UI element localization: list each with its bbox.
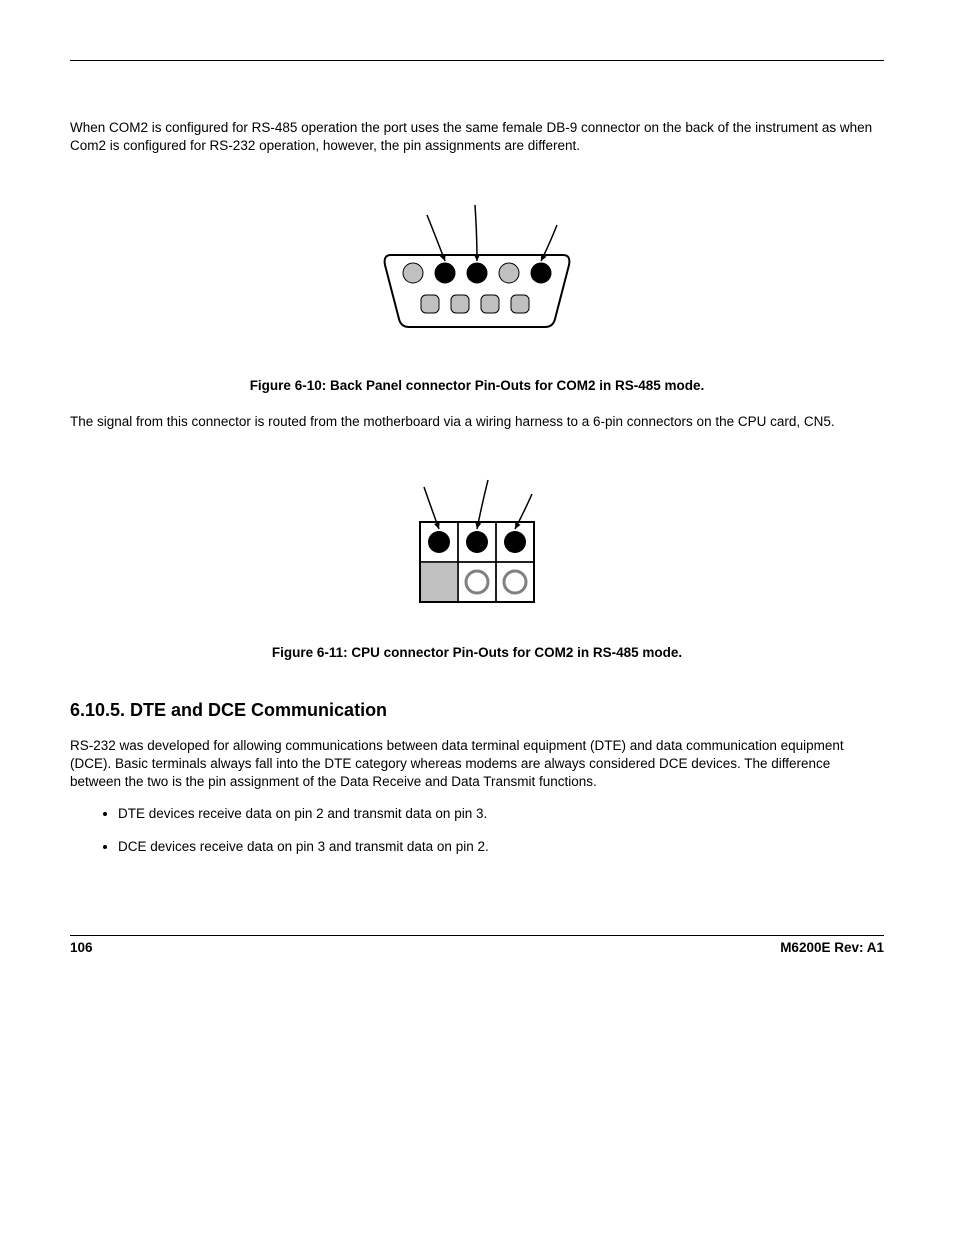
page: When COM2 is configured for RS-485 opera… xyxy=(0,0,954,1235)
figure-db9 xyxy=(70,195,884,350)
paragraph-signal: The signal from this connector is routed… xyxy=(70,413,884,431)
bullet-item: DCE devices receive data on pin 3 and tr… xyxy=(118,838,884,856)
bullet-item: DTE devices receive data on pin 2 and tr… xyxy=(118,805,884,823)
paragraph-intro: When COM2 is configured for RS-485 opera… xyxy=(70,119,884,155)
top-rule xyxy=(70,60,884,61)
figure-cpu6 xyxy=(70,472,884,617)
cpu6-connector-svg xyxy=(402,472,552,612)
doc-revision: M6200E Rev: A1 xyxy=(780,940,884,955)
db9-connector-svg xyxy=(377,195,577,345)
paragraph-dte-dce: RS-232 was developed for allowing commun… xyxy=(70,737,884,792)
footer: 106 M6200E Rev: A1 xyxy=(70,935,884,955)
caption-fig610: Figure 6-10: Back Panel connector Pin-Ou… xyxy=(70,378,884,393)
bullet-list: DTE devices receive data on pin 2 and tr… xyxy=(70,805,884,855)
caption-fig611: Figure 6-11: CPU connector Pin-Outs for … xyxy=(70,645,884,660)
section-heading: 6.10.5. DTE and DCE Communication xyxy=(70,700,884,721)
page-number: 106 xyxy=(70,940,93,955)
